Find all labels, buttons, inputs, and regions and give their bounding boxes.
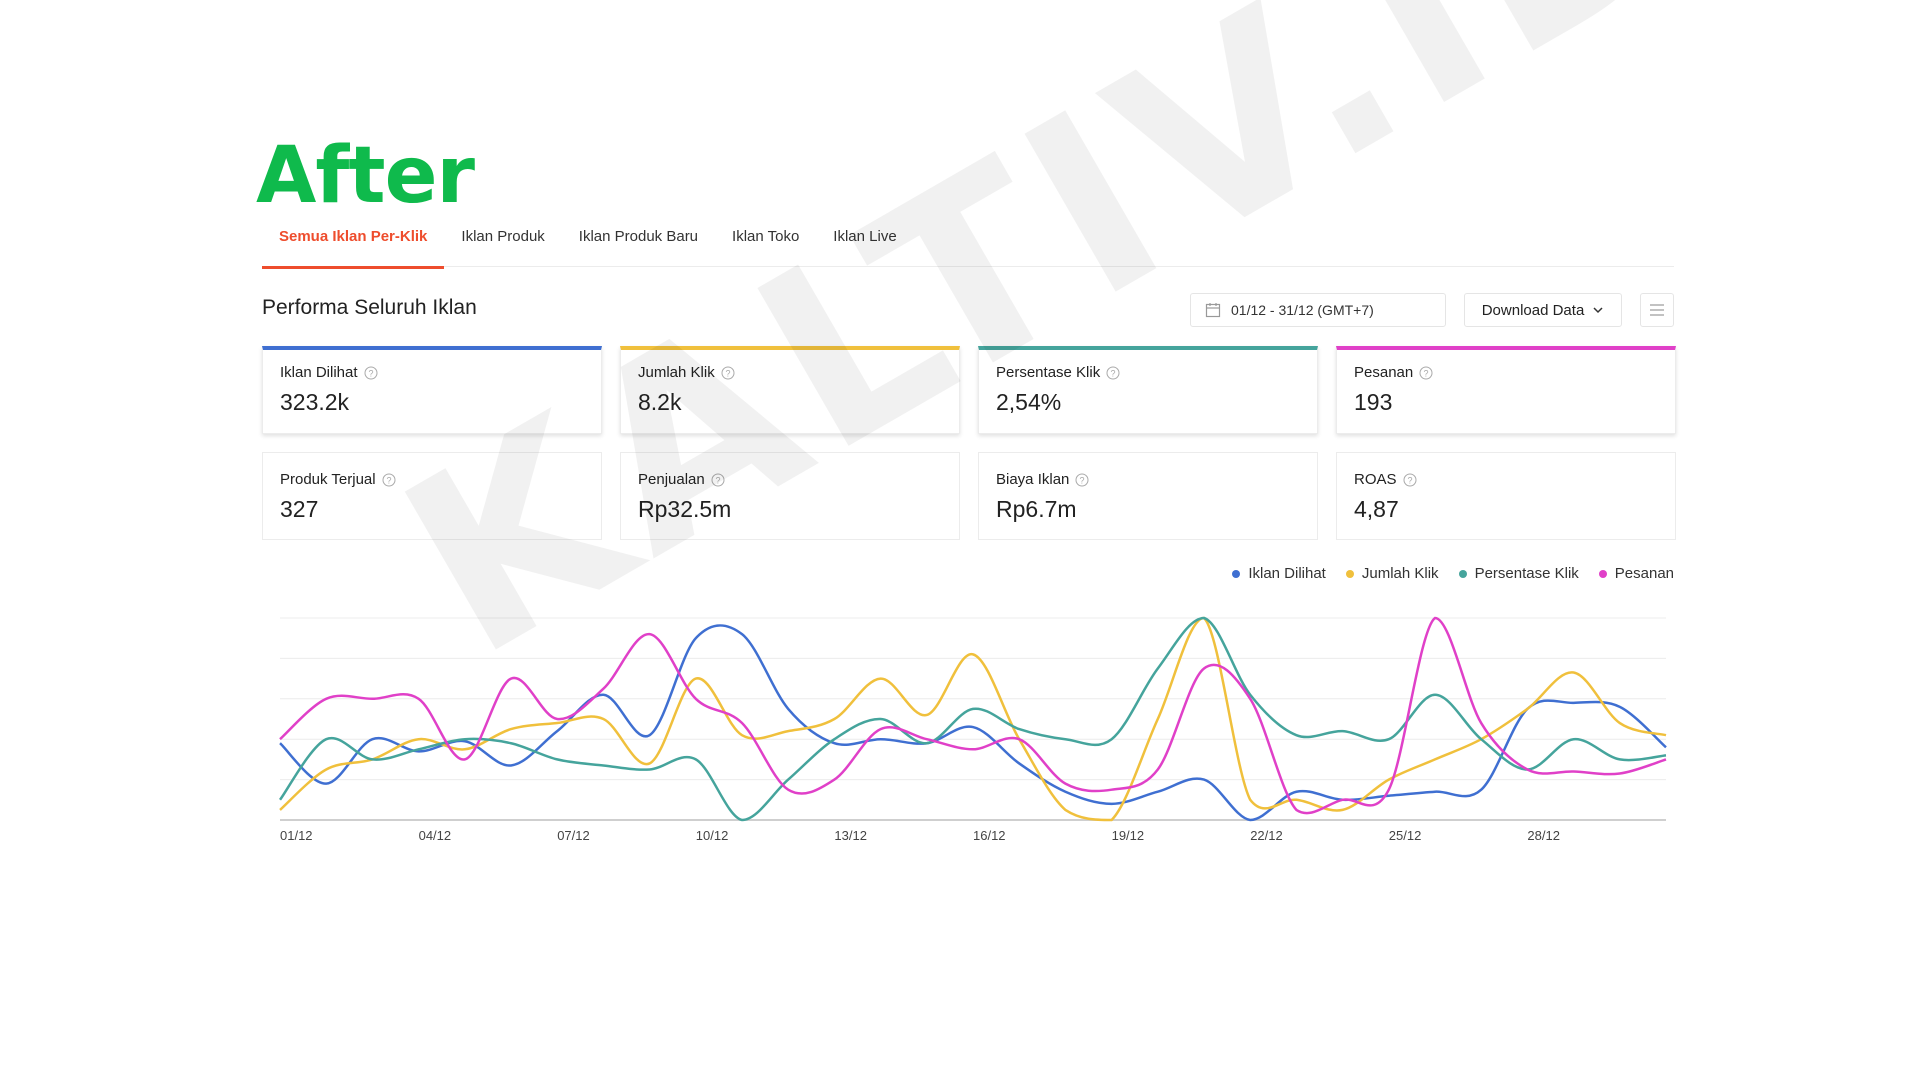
legend-label: Persentase Klik xyxy=(1474,565,1579,582)
date-range-picker[interactable]: 01/12 - 31/12 (GMT+7) xyxy=(1190,293,1446,327)
help-icon: ? xyxy=(711,473,725,486)
metric-value: 4,87 xyxy=(1354,496,1399,522)
x-tick-label: 28/12 xyxy=(1527,828,1560,843)
help-icon: ? xyxy=(382,473,396,486)
help-icon: ? xyxy=(1106,366,1120,379)
series-line-jumlah-klik xyxy=(279,616,1667,822)
x-tick-label: 22/12 xyxy=(1250,828,1283,843)
legend-dot-icon xyxy=(1458,569,1467,578)
metric-label: Iklan Dilihat xyxy=(280,364,358,381)
metric-card-biaya-iklan[interactable]: Biaya Iklan? Rp6.7m xyxy=(978,452,1318,540)
download-data-label: Download Data xyxy=(1481,301,1585,319)
svg-text:?: ? xyxy=(386,475,391,485)
chart-legend: Iklan Dilihat Jumlah Klik Persentase Kli… xyxy=(1212,565,1674,582)
legend-label: Jumlah Klik xyxy=(1361,565,1439,582)
legend-dot-icon xyxy=(1345,569,1354,578)
section-title: Performa Seluruh Iklan xyxy=(262,296,477,319)
legend-dot-icon xyxy=(1598,569,1607,578)
legend-item-iklan-dilihat[interactable]: Iklan Dilihat xyxy=(1232,565,1326,582)
svg-text:?: ? xyxy=(1080,475,1085,485)
series-line-pesanan xyxy=(279,616,1667,815)
x-tick-label: 13/12 xyxy=(834,828,867,843)
svg-text:?: ? xyxy=(368,368,373,378)
metric-label: Biaya Iklan xyxy=(996,471,1070,488)
metric-card-penjualan[interactable]: Penjualan? Rp32.5m xyxy=(620,452,960,540)
tab-iklan-live[interactable]: Iklan Live xyxy=(833,228,897,245)
metric-card-produk-terjual[interactable]: Produk Terjual? 327 xyxy=(262,452,602,540)
svg-text:?: ? xyxy=(1424,368,1429,378)
tab-iklan-produk[interactable]: Iklan Produk xyxy=(461,228,545,245)
tab-iklan-produk-baru[interactable]: Iklan Produk Baru xyxy=(578,228,699,245)
chevron-down-icon xyxy=(1593,307,1603,314)
legend-item-jumlah-klik[interactable]: Jumlah Klik xyxy=(1345,565,1439,582)
hamburger-icon xyxy=(1650,304,1664,316)
legend-item-pesanan[interactable]: Pesanan xyxy=(1598,565,1674,582)
x-tick-label: 25/12 xyxy=(1389,828,1422,843)
legend-item-persentase-klik[interactable]: Persentase Klik xyxy=(1458,565,1579,582)
metric-label: Jumlah Klik xyxy=(638,364,715,381)
metric-label: ROAS xyxy=(1354,471,1397,488)
metric-value: 323.2k xyxy=(280,389,350,415)
legend-dot-icon xyxy=(1232,569,1241,578)
metric-value: Rp6.7m xyxy=(996,496,1077,522)
banner-title: After xyxy=(256,131,475,221)
help-icon: ? xyxy=(721,366,735,379)
tab-iklan-toko[interactable]: Iklan Toko xyxy=(732,228,800,245)
metric-value: 8.2k xyxy=(638,389,682,415)
ad-type-tabs: Semua Iklan Per-Klik Iklan Produk Iklan … xyxy=(262,220,1674,269)
x-tick-label: 01/12 xyxy=(280,828,313,843)
metric-card-iklan-dilihat[interactable]: Iklan Dilihat? 323.2k xyxy=(262,346,602,434)
legend-label: Iklan Dilihat xyxy=(1248,565,1326,582)
metric-value: 193 xyxy=(1354,389,1393,415)
svg-text:?: ? xyxy=(725,368,730,378)
metric-label: Produk Terjual xyxy=(280,471,376,488)
help-icon: ? xyxy=(1075,473,1089,486)
metric-value: 2,54% xyxy=(996,389,1062,415)
help-icon: ? xyxy=(1403,473,1417,486)
x-tick-label: 19/12 xyxy=(1112,828,1145,843)
svg-text:?: ? xyxy=(1407,475,1412,485)
x-tick-label: 16/12 xyxy=(973,828,1006,843)
calendar-icon xyxy=(1205,303,1221,318)
series-line-persentase-klik xyxy=(278,616,1667,822)
metric-value: Rp32.5m xyxy=(638,496,732,522)
metric-label: Penjualan xyxy=(638,471,705,488)
metric-card-persentase-klik[interactable]: Persentase Klik? 2,54% xyxy=(978,346,1318,434)
x-tick-label: 04/12 xyxy=(419,828,452,843)
svg-text:?: ? xyxy=(715,475,720,485)
help-icon: ? xyxy=(364,366,378,379)
chart-menu-button[interactable] xyxy=(1640,293,1674,327)
metric-label: Pesanan xyxy=(1354,364,1414,381)
tab-semua-iklan[interactable]: Semua Iklan Per-Klik xyxy=(262,220,445,269)
x-tick-label: 10/12 xyxy=(696,828,729,843)
series-line-iklan-dilihat xyxy=(279,624,1667,822)
metric-card-pesanan[interactable]: Pesanan? 193 xyxy=(1336,346,1676,434)
help-icon: ? xyxy=(1419,366,1433,379)
metric-value: 327 xyxy=(280,496,319,522)
legend-label: Pesanan xyxy=(1614,565,1674,582)
date-range-text: 01/12 - 31/12 (GMT+7) xyxy=(1231,302,1374,318)
x-tick-label: 07/12 xyxy=(557,828,590,843)
metric-card-jumlah-klik[interactable]: Jumlah Klik? 8.2k xyxy=(620,346,960,434)
metric-card-roas[interactable]: ROAS? 4,87 xyxy=(1336,452,1676,540)
download-data-button[interactable]: Download Data xyxy=(1464,293,1622,327)
svg-text:?: ? xyxy=(1111,368,1116,378)
metric-label: Persentase Klik xyxy=(996,364,1101,381)
